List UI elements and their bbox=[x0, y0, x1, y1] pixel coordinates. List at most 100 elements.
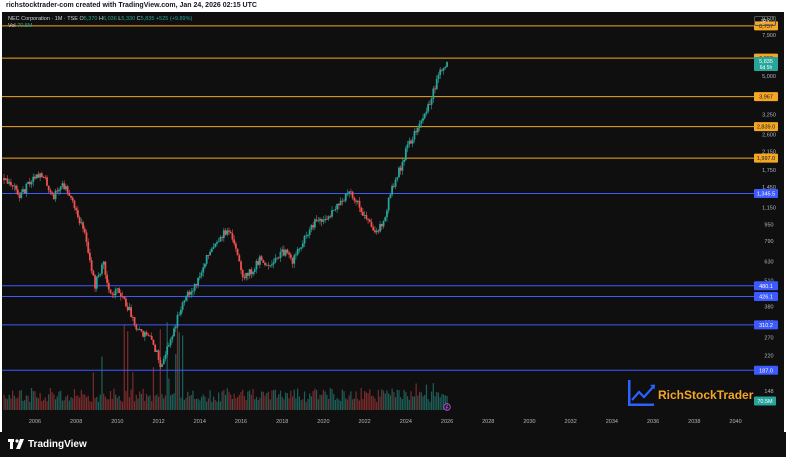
candle-body[interactable] bbox=[217, 241, 220, 243]
candle-body[interactable] bbox=[291, 257, 294, 264]
candle-body[interactable] bbox=[66, 186, 69, 193]
candle-body[interactable] bbox=[20, 192, 23, 198]
tradingview-logo[interactable]: TradingView bbox=[8, 437, 87, 451]
level-label-box[interactable] bbox=[754, 365, 778, 375]
candle-body[interactable] bbox=[193, 284, 196, 291]
candle-body[interactable] bbox=[286, 249, 289, 253]
candle-body[interactable] bbox=[289, 254, 292, 258]
candle-body[interactable] bbox=[106, 274, 108, 283]
candle-body[interactable] bbox=[377, 230, 380, 232]
candle-body[interactable] bbox=[61, 183, 64, 187]
candle-body[interactable] bbox=[138, 329, 141, 331]
candle-body[interactable] bbox=[202, 267, 205, 273]
candle-body[interactable] bbox=[123, 296, 126, 299]
candle-body[interactable] bbox=[28, 181, 31, 185]
candle-body[interactable] bbox=[8, 181, 11, 184]
candle-body[interactable] bbox=[97, 275, 100, 277]
candle-body[interactable] bbox=[154, 344, 157, 352]
candle-body[interactable] bbox=[341, 200, 344, 202]
candle-body[interactable] bbox=[76, 210, 79, 218]
candle-body[interactable] bbox=[59, 186, 62, 190]
candle-body[interactable] bbox=[4, 178, 7, 181]
candle-body[interactable] bbox=[174, 326, 177, 329]
candle-body[interactable] bbox=[238, 255, 241, 262]
candle-body[interactable] bbox=[188, 291, 191, 295]
candle-body[interactable] bbox=[118, 288, 121, 294]
candle-body[interactable] bbox=[379, 223, 381, 232]
candle-body[interactable] bbox=[295, 254, 297, 256]
candle-body[interactable] bbox=[111, 292, 114, 294]
level-label-box[interactable] bbox=[754, 291, 778, 301]
candle-body[interactable] bbox=[27, 181, 29, 184]
candle-body[interactable] bbox=[142, 331, 145, 337]
candle-body[interactable] bbox=[298, 248, 301, 250]
candle-body[interactable] bbox=[413, 131, 416, 140]
candle-body[interactable] bbox=[374, 230, 376, 233]
price-chart[interactable]: 9,500 7,900 5,000 3,250 2,600 2,150 1,750 1,450… bbox=[2, 12, 784, 432]
candle-body[interactable] bbox=[152, 339, 155, 345]
candle-body[interactable] bbox=[439, 69, 442, 76]
candle-body[interactable] bbox=[375, 230, 378, 233]
candle-body[interactable] bbox=[411, 139, 414, 144]
candle-body[interactable] bbox=[243, 277, 246, 279]
candle-body[interactable] bbox=[236, 248, 239, 256]
candle-body[interactable] bbox=[68, 192, 71, 196]
candle-body[interactable] bbox=[248, 269, 251, 276]
candle-body[interactable] bbox=[391, 185, 394, 195]
candle-body[interactable] bbox=[164, 354, 167, 359]
candle-body[interactable] bbox=[356, 200, 359, 202]
candle-body[interactable] bbox=[56, 190, 59, 192]
candle-body[interactable] bbox=[408, 140, 411, 145]
candle-body[interactable] bbox=[362, 212, 364, 216]
candle-body[interactable] bbox=[149, 335, 151, 337]
candle-body[interactable] bbox=[63, 183, 66, 190]
candle-body[interactable] bbox=[363, 214, 366, 216]
candle-body[interactable] bbox=[131, 316, 134, 318]
candle-body[interactable] bbox=[310, 225, 313, 230]
candle-body[interactable] bbox=[423, 113, 426, 119]
candle-body[interactable] bbox=[380, 223, 383, 227]
candle-body[interactable] bbox=[327, 216, 330, 220]
level-label-box[interactable] bbox=[754, 92, 778, 102]
candle-body[interactable] bbox=[80, 222, 83, 224]
candle-body[interactable] bbox=[272, 262, 275, 265]
candle-body[interactable] bbox=[430, 98, 433, 105]
candle-body[interactable] bbox=[265, 264, 268, 266]
candle-body[interactable] bbox=[22, 189, 24, 193]
candle-body[interactable] bbox=[209, 251, 212, 256]
candle-body[interactable] bbox=[432, 88, 435, 99]
candle-body[interactable] bbox=[32, 176, 35, 182]
candle-body[interactable] bbox=[75, 207, 78, 211]
candle-body[interactable] bbox=[6, 178, 9, 184]
candle-body[interactable] bbox=[178, 314, 181, 316]
candle-body[interactable] bbox=[358, 200, 361, 208]
candle-body[interactable] bbox=[195, 284, 198, 286]
candle-body[interactable] bbox=[331, 210, 333, 217]
candle-body[interactable] bbox=[406, 144, 409, 149]
candle-body[interactable] bbox=[241, 270, 244, 278]
candle-body[interactable] bbox=[389, 194, 392, 198]
candle-body[interactable] bbox=[89, 252, 91, 261]
candle-body[interactable] bbox=[264, 262, 266, 266]
candle-body[interactable] bbox=[435, 78, 438, 90]
candle-body[interactable] bbox=[410, 140, 412, 144]
candle-body[interactable] bbox=[200, 272, 203, 277]
candle-body[interactable] bbox=[159, 360, 162, 368]
candle-body[interactable] bbox=[145, 332, 148, 335]
candle-body[interactable] bbox=[382, 221, 385, 227]
candle-body[interactable] bbox=[372, 227, 375, 231]
candle-body[interactable] bbox=[281, 249, 284, 252]
level-label-box[interactable] bbox=[754, 320, 778, 330]
candle-body[interactable] bbox=[44, 177, 47, 179]
candle-body[interactable] bbox=[116, 288, 119, 290]
candle-body[interactable] bbox=[25, 183, 28, 194]
level-label-box[interactable] bbox=[754, 188, 778, 198]
candle-body[interactable] bbox=[348, 191, 351, 194]
candle-body[interactable] bbox=[355, 200, 357, 202]
volume-label-box[interactable] bbox=[754, 396, 776, 406]
candle-body[interactable] bbox=[224, 230, 227, 235]
candle-body[interactable] bbox=[121, 296, 124, 297]
candle-body[interactable] bbox=[370, 221, 373, 228]
candle-body[interactable] bbox=[169, 339, 172, 346]
candle-body[interactable] bbox=[185, 296, 187, 301]
